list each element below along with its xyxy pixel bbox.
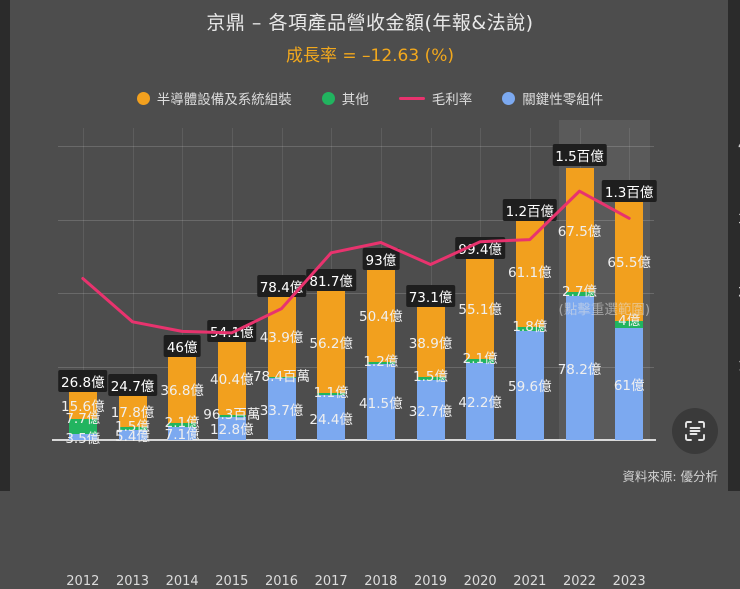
bar-total-label: 1.2百億 — [502, 198, 558, 221]
bar-total-label: 81.7億 — [306, 269, 356, 292]
gross-margin-line — [81, 189, 631, 335]
bar-segment[interactable] — [217, 340, 246, 415]
bar-total-label: 46億 — [163, 334, 201, 357]
bar-segment[interactable] — [565, 291, 594, 297]
right-rail — [728, 0, 740, 491]
stacked-bar[interactable] — [515, 215, 544, 440]
y-gridline — [58, 219, 654, 221]
stacked-bar[interactable] — [615, 200, 644, 440]
bar-segment[interactable] — [267, 376, 296, 379]
bar-segment[interactable] — [68, 433, 97, 440]
bar-total-label: 78.4億 — [256, 275, 307, 298]
bar-segment[interactable] — [317, 290, 346, 394]
legend-gross-margin[interactable]: 毛利率 — [398, 88, 473, 108]
bar-segment[interactable] — [217, 414, 246, 417]
legend-equipment[interactable]: 半導體設備及系統組裝 — [136, 88, 292, 108]
bar-segment[interactable] — [515, 327, 544, 331]
legend-label: 其他 — [341, 92, 369, 108]
bar-total-label: 24.7億 — [107, 373, 158, 396]
bar-total-label: 1.5百億 — [552, 143, 607, 166]
bar-segment[interactable] — [515, 215, 544, 328]
stacked-bar[interactable] — [118, 394, 147, 440]
stacked-bar[interactable] — [217, 340, 246, 440]
stacked-bar[interactable] — [366, 269, 395, 440]
x-gridline — [231, 128, 233, 440]
legend-dot-marker — [502, 91, 516, 105]
legend-components[interactable]: 關鍵性零組件 — [502, 88, 603, 108]
x-gridline — [182, 128, 184, 440]
bar-segment[interactable] — [466, 362, 495, 440]
bar-segment[interactable] — [615, 328, 644, 440]
legend-dot-marker — [321, 91, 335, 105]
x-gridline — [132, 128, 134, 440]
x-gridline — [430, 128, 432, 440]
bar-segment[interactable] — [118, 430, 147, 440]
stacked-bar[interactable] — [466, 257, 495, 440]
scan-text-button[interactable] — [672, 408, 718, 454]
scan-text-icon — [683, 419, 707, 443]
bar-segment[interactable] — [68, 419, 97, 434]
y-gridline — [58, 146, 654, 148]
bar-segment[interactable] — [118, 394, 147, 428]
bar-segment[interactable] — [466, 358, 495, 363]
bar-segment[interactable] — [366, 363, 395, 440]
y2-axis-tick-label: 10 — [738, 359, 740, 374]
bar-total-label: 26.8億 — [58, 369, 108, 392]
bar-total-label: 73.1億 — [405, 284, 456, 307]
bar-segment[interactable] — [565, 296, 594, 440]
legend-label: 半導體設備及系統組裝 — [156, 92, 292, 108]
bar-segment[interactable] — [317, 395, 346, 440]
x-axis-tick-label[interactable]: 2023 — [612, 574, 646, 589]
y-gridline — [58, 293, 654, 295]
x-gridline — [82, 128, 84, 440]
y2-axis-tick-label: 30 — [738, 212, 740, 227]
legend-label: 毛利率 — [431, 92, 473, 108]
bar-segment[interactable] — [416, 305, 445, 378]
bar-segment[interactable] — [416, 380, 445, 440]
bar-segment[interactable] — [168, 423, 197, 427]
page-title: 京鼎 – 各項產品營收金額(年報&法說) — [206, 12, 534, 34]
bar-segment[interactable] — [267, 378, 296, 440]
y2-axis-tick-label: 40 — [738, 139, 740, 154]
stacked-bar[interactable] — [317, 290, 346, 440]
gross-margin-line-layer — [81, 189, 631, 335]
stacked-bar[interactable] — [68, 390, 97, 440]
bar-segment[interactable] — [168, 355, 197, 424]
growth-rate-subtitle: 成長率 = –12.63 (%) — [285, 46, 455, 66]
bar-segment[interactable] — [565, 167, 594, 292]
x-axis-baseline — [52, 439, 656, 441]
stacked-bar[interactable] — [565, 165, 594, 440]
y-gridline — [58, 366, 654, 368]
bar-segment[interactable] — [416, 377, 445, 380]
legend-other[interactable]: 其他 — [321, 88, 369, 108]
bar-total-label: 93億 — [362, 248, 400, 271]
bar-segment[interactable] — [515, 330, 544, 440]
stacked-bar[interactable] — [416, 305, 445, 440]
bar-segment[interactable] — [366, 361, 395, 364]
bar-segment[interactable] — [168, 426, 197, 440]
bar-segment[interactable] — [68, 390, 97, 420]
bar-segment[interactable] — [317, 393, 346, 396]
bar-total-label: 1.3百億 — [601, 180, 657, 203]
legend-line-marker — [398, 96, 425, 100]
legend-label: 關鍵性零組件 — [522, 92, 604, 108]
bar-segment[interactable] — [466, 257, 495, 359]
bar-segment[interactable] — [366, 269, 395, 362]
source-caption: 資料來源: 優分析 — [622, 469, 718, 484]
bar-segment[interactable] — [118, 427, 147, 431]
chart-legend: 半導體設備及系統組裝 其他 毛利率 關鍵性零組件 — [0, 88, 740, 108]
bar-segment[interactable] — [615, 320, 644, 329]
left-rail — [0, 0, 10, 491]
plot-area: 040億80億120億160億1020304020122013201420152… — [52, 120, 740, 589]
stacked-bar[interactable] — [168, 355, 197, 440]
y2-axis-tick-label: 20 — [738, 286, 740, 301]
selection-hint-text: (點擊重選範圍) — [558, 302, 651, 318]
bar-segment[interactable] — [615, 200, 644, 321]
bar-segment[interactable] — [217, 416, 246, 440]
legend-dot-marker — [136, 91, 150, 105]
